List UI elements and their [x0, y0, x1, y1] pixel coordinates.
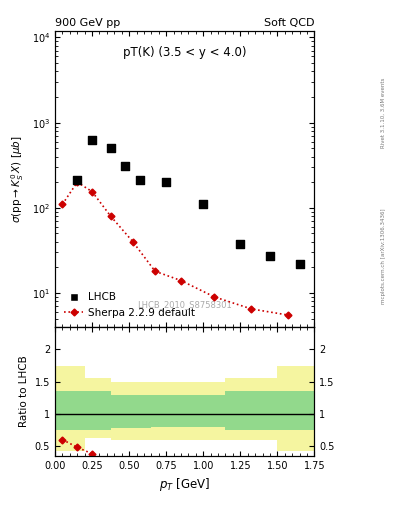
Point — [163, 178, 169, 186]
Legend: LHCB, Sherpa 2.2.9 default: LHCB, Sherpa 2.2.9 default — [60, 288, 200, 322]
Point — [74, 176, 81, 184]
Point — [237, 240, 243, 248]
Text: pT(K) (3.5 < y < 4.0): pT(K) (3.5 < y < 4.0) — [123, 46, 246, 58]
Point — [89, 136, 95, 144]
Text: Soft QCD: Soft QCD — [264, 18, 314, 28]
X-axis label: $p_T\ \mathrm{[GeV]}$: $p_T\ \mathrm{[GeV]}$ — [159, 476, 210, 493]
Point — [267, 252, 273, 261]
Y-axis label: $\sigma(\mathrm{pp}{\rightarrow}K^0_S\,X)\ [\mu b]$: $\sigma(\mathrm{pp}{\rightarrow}K^0_S\,X… — [9, 135, 26, 223]
Point — [200, 200, 206, 208]
Text: Rivet 3.1.10, 3.6M events: Rivet 3.1.10, 3.6M events — [381, 77, 386, 148]
Text: LHCB_2010_S8758301: LHCB_2010_S8758301 — [137, 300, 232, 309]
Point — [137, 176, 143, 184]
Point — [122, 162, 129, 170]
Text: mcplots.cern.ch [arXiv:1306.3436]: mcplots.cern.ch [arXiv:1306.3436] — [381, 208, 386, 304]
Text: 900 GeV pp: 900 GeV pp — [55, 18, 120, 28]
Y-axis label: Ratio to LHCB: Ratio to LHCB — [19, 355, 29, 427]
Point — [107, 144, 114, 153]
Point — [296, 260, 303, 268]
